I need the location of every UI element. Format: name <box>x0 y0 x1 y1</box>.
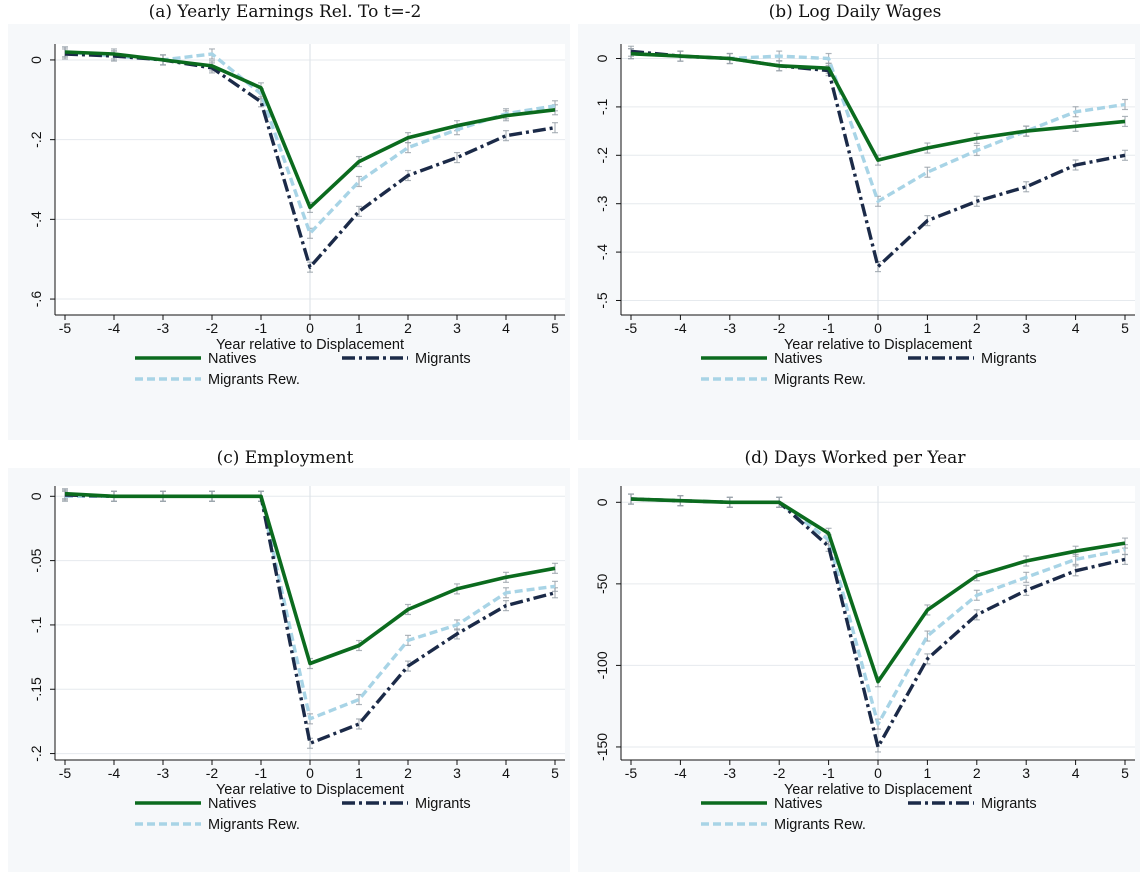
y-tick-label: -.2 <box>28 745 44 762</box>
x-tick-label: -1 <box>255 320 268 336</box>
x-tick-label: -3 <box>724 320 737 336</box>
x-tick-label: 4 <box>502 765 510 781</box>
panel-a-chart: 0 -.2 -.4 -.6 -5 -4 -3 -2 -1 0 1 2 3 4 5 Year relative … <box>28 44 565 388</box>
x-tick-label: 1 <box>355 765 363 781</box>
y-tick-label: -.15 <box>28 677 44 701</box>
x-tick-label: -3 <box>724 765 737 781</box>
migrants-rew-series-line <box>630 52 1126 204</box>
x-tick-label: -4 <box>674 765 687 781</box>
panel-a-title: (a) Yearly Earnings Rel. To t=-2 <box>149 2 422 22</box>
y-tick-label: -.1 <box>28 617 44 634</box>
x-tick-label: -5 <box>59 765 72 781</box>
x-tick-label: -2 <box>773 765 786 781</box>
x-tick-label: -5 <box>625 320 638 336</box>
migrants-legend-label: Migrants <box>415 796 471 812</box>
migrants-rew-legend-label: Migrants Rew. <box>774 372 866 388</box>
migrants-legend-label: Migrants <box>981 796 1037 812</box>
x-tick-label: 2 <box>404 320 412 336</box>
x-tick-label: 2 <box>973 765 981 781</box>
x-tick-label: 5 <box>1121 765 1129 781</box>
natives-series-line <box>64 491 556 666</box>
x-axis-label: Year relative to Displacement <box>784 337 972 353</box>
panel-c-title: (c) Employment <box>217 448 354 468</box>
panel-d-title: (d) Days Worked per Year <box>745 448 967 468</box>
x-tick-label: -2 <box>773 320 786 336</box>
y-tick-label: -100 <box>594 651 610 679</box>
natives-series-line <box>630 51 1126 162</box>
x-tick-label: -1 <box>822 320 835 336</box>
panel-b-title: (b) Log Daily Wages <box>769 2 942 22</box>
x-tick-label: -2 <box>206 765 219 781</box>
natives-legend-label: Natives <box>774 351 822 367</box>
x-tick-label: 3 <box>453 765 461 781</box>
x-axis-label: Year relative to Displacement <box>784 782 972 798</box>
x-tick-label: -1 <box>822 765 835 781</box>
y-tick-label: -.2 <box>594 147 610 164</box>
x-tick-label: 5 <box>551 320 559 336</box>
y-tick-label: -.4 <box>28 211 44 228</box>
panel-b-chart: 0 -.1 -.2 -.3 -.4 -.5 -5 -4 -3 -2 -1 0 1 2 3 4 5 Year rel… <box>594 44 1135 388</box>
x-tick-label: 3 <box>1022 320 1030 336</box>
x-tick-label: 3 <box>453 320 461 336</box>
x-tick-label: 1 <box>355 320 363 336</box>
panel-c-chart: 0 -.05 -.1 -.15 -.2 -5 -4 -3 -2 -1 0 1 2 3 4 5 Year rela… <box>28 486 565 833</box>
y-tick-label: -.4 <box>594 244 610 261</box>
natives-series-line <box>64 50 556 210</box>
y-tick-label: -150 <box>594 733 610 761</box>
x-tick-label: -5 <box>625 765 638 781</box>
x-tick-label: -4 <box>108 765 121 781</box>
x-tick-label: -5 <box>59 320 72 336</box>
migrants-legend-label: Migrants <box>981 351 1037 367</box>
y-tick-label: -.6 <box>28 291 44 308</box>
migrants-legend-label: Migrants <box>415 351 471 367</box>
x-axis-label: Year relative to Displacement <box>216 337 404 353</box>
x-tick-label: 1 <box>924 320 932 336</box>
y-tick-label: -.05 <box>28 548 44 572</box>
migrants-rew-legend-label: Migrants Rew. <box>774 817 866 833</box>
y-tick-label: 0 <box>594 54 610 62</box>
natives-series-line <box>630 497 1126 684</box>
x-tick-label: 0 <box>306 765 314 781</box>
migrants-rew-series-line <box>64 50 556 236</box>
natives-legend-label: Natives <box>774 796 822 812</box>
y-tick-label: -.5 <box>594 292 610 309</box>
x-tick-label: 2 <box>973 320 981 336</box>
x-tick-label: 0 <box>874 765 882 781</box>
x-tick-label: 4 <box>1072 765 1080 781</box>
y-tick-label: 0 <box>28 56 44 64</box>
x-tick-label: -4 <box>674 320 687 336</box>
y-tick-label: 0 <box>594 498 610 506</box>
x-axis-label: Year relative to Displacement <box>216 782 404 798</box>
y-tick-label: -50 <box>594 574 610 594</box>
x-tick-label: 4 <box>502 320 510 336</box>
migrants-rew-legend-label: Migrants Rew. <box>208 817 300 833</box>
migrants-rew-legend-label: Migrants Rew. <box>208 372 300 388</box>
y-tick-label: -.1 <box>594 99 610 116</box>
natives-legend-label: Natives <box>208 796 256 812</box>
x-tick-label: 3 <box>1022 765 1030 781</box>
x-tick-label: -1 <box>255 765 268 781</box>
migrants-rew-series-line <box>65 494 556 721</box>
x-tick-label: 2 <box>404 765 412 781</box>
x-tick-label: -4 <box>108 320 121 336</box>
y-tick-label: -.2 <box>28 131 44 148</box>
x-tick-label: 5 <box>551 765 559 781</box>
x-tick-label: -2 <box>206 320 219 336</box>
y-tick-label: -.3 <box>594 195 610 212</box>
x-tick-label: 1 <box>924 765 932 781</box>
panel-d-chart: 0 -50 -100 -150 -5 -4 -3 -2 -1 0 1 2 3 4 5 Year relativ… <box>594 486 1135 833</box>
x-tick-label: -3 <box>157 320 170 336</box>
x-tick-label: 0 <box>306 320 314 336</box>
x-tick-label: 4 <box>1072 320 1080 336</box>
natives-legend-label: Natives <box>208 351 256 367</box>
x-tick-label: -3 <box>157 765 170 781</box>
y-tick-label: 0 <box>28 492 44 500</box>
x-tick-label: 0 <box>874 320 882 336</box>
migrants-rew-series-line <box>630 497 1126 726</box>
x-tick-label: 5 <box>1121 320 1129 336</box>
